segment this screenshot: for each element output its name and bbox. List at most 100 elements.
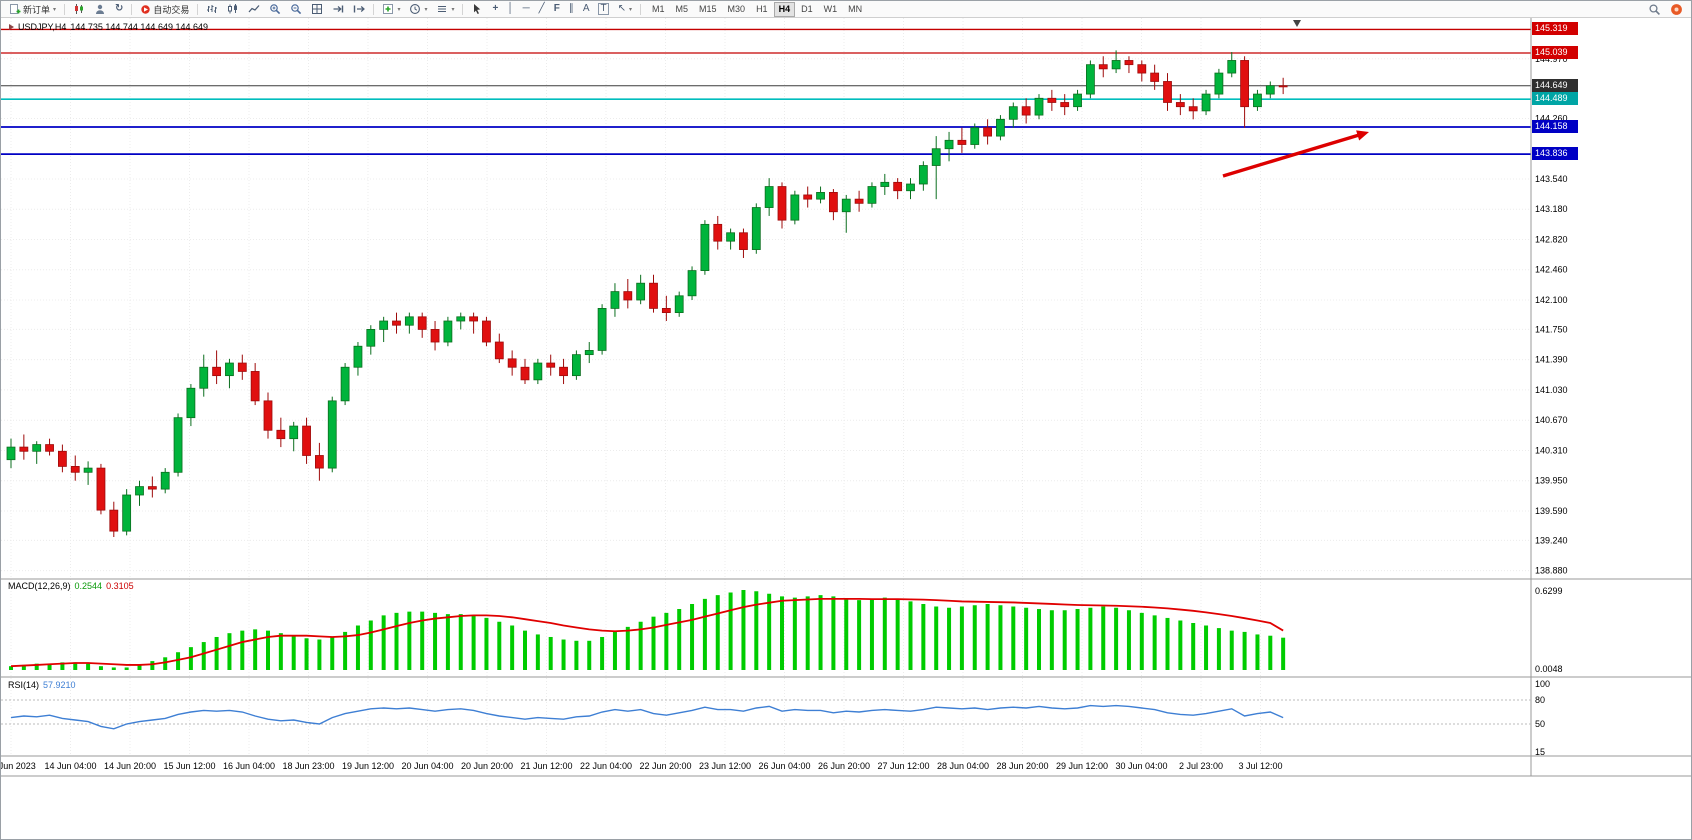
candle-body	[880, 181, 890, 187]
candle-body	[726, 232, 735, 242]
vertical-line-button[interactable]: │	[503, 1, 517, 17]
candle-body	[276, 429, 286, 440]
candle-body	[533, 362, 543, 381]
text-label-button[interactable]: T	[594, 1, 612, 17]
chart-title-marker-icon	[9, 24, 14, 30]
crosshair-button[interactable]: +	[488, 1, 502, 17]
price-axis-label: 139.950	[1535, 476, 1568, 486]
price-axis-label: 140.310	[1535, 445, 1568, 455]
time-axis-label: 18 Jun 23:00	[282, 761, 334, 771]
caret-down-icon: ▾	[397, 6, 401, 13]
candle-body	[366, 329, 376, 347]
add-indicator-icon	[382, 3, 394, 15]
main-toolbar: 新订单 ▾ ↻ 自动交易	[1, 1, 1691, 18]
chart-shift-marker-icon[interactable]	[1293, 20, 1301, 27]
timeframe-m1-button[interactable]: M1	[652, 3, 665, 14]
timeframe-w1-button[interactable]: W1	[823, 3, 838, 14]
candle-body	[983, 127, 992, 137]
cursor-button[interactable]	[467, 1, 487, 17]
zoom-out-button[interactable]	[286, 1, 306, 17]
candle-body	[764, 186, 774, 208]
new-order-button[interactable]: 新订单 ▾	[5, 1, 60, 17]
candle-body	[494, 341, 504, 360]
candle-body	[469, 316, 479, 322]
refresh-icon: ↻	[115, 3, 124, 14]
candle-body	[816, 192, 825, 200]
candle-body	[957, 139, 967, 145]
toolbar-separator	[640, 3, 641, 15]
candle-body	[1124, 60, 1134, 66]
candle-body	[250, 371, 260, 402]
line-chart-button[interactable]	[244, 1, 264, 17]
tile-windows-button[interactable]	[307, 1, 327, 17]
candle-body	[314, 455, 324, 469]
time-axis-label: 16 Jun 04:00	[223, 761, 275, 771]
notification-button[interactable]	[1666, 1, 1687, 17]
search-button[interactable]	[1644, 1, 1665, 17]
candle-body	[970, 127, 980, 145]
candle-body	[906, 183, 915, 192]
chart-shift-button[interactable]	[349, 1, 369, 17]
timeframe-group: M1 M5 M15 M30 H1 H4 D1 W1 MN	[647, 1, 867, 17]
refresh-button[interactable]: ↻	[111, 1, 127, 17]
time-axis-label: 14 Jun 04:00	[44, 761, 96, 771]
macd-signal-line	[10, 597, 1284, 668]
annotation-arrow[interactable]	[1222, 132, 1364, 178]
zoom-in-button[interactable]	[265, 1, 285, 17]
timeframe-m15-button[interactable]: M15	[699, 3, 717, 14]
fibonacci-button[interactable]: F	[550, 1, 564, 17]
candle-body	[572, 354, 581, 377]
horizontal-line-button[interactable]: ─	[519, 1, 534, 17]
macd-min-label: 0.0048	[1535, 664, 1563, 674]
time-axis-label: 26 Jun 20:00	[818, 761, 870, 771]
auto-scroll-button[interactable]	[328, 1, 348, 17]
text-button[interactable]: A	[579, 1, 594, 17]
timeframe-h4-button[interactable]: H4	[773, 1, 796, 17]
candlestick-chart-button[interactable]	[223, 1, 243, 17]
bar-chart-button[interactable]	[202, 1, 222, 17]
candle-body	[1111, 60, 1121, 70]
candle-body	[1008, 106, 1018, 120]
timeframe-m30-button[interactable]: M30	[727, 3, 746, 14]
period-clock-button[interactable]: ▾	[405, 1, 431, 17]
add-indicator-button[interactable]: ▾	[378, 1, 404, 17]
macd-indicator-label: MACD(12,26,9) 0.2544 0.3105	[8, 581, 134, 591]
tile-windows-icon	[311, 3, 323, 15]
candle-body	[649, 282, 658, 309]
chart-window-button[interactable]	[69, 1, 89, 17]
candle-body	[520, 366, 530, 381]
profile-icon	[94, 3, 106, 15]
time-axis-label: 28 Jun 04:00	[937, 761, 989, 771]
profile-button[interactable]	[90, 1, 110, 17]
time-axis-label: 15 Jun 12:00	[163, 761, 215, 771]
candle-body	[918, 165, 928, 185]
chart-canvas[interactable]: 13 Jun 2023 14 Jun 04:00 14 Jun 20:00 15 Ju…	[1, 18, 1692, 778]
timeframe-h1-button[interactable]: H1	[756, 3, 768, 14]
toolbar-separator	[462, 3, 464, 15]
price-axis-label: 139.240	[1535, 535, 1568, 545]
time-axis-label: 2 Jul 23:00	[1179, 761, 1223, 771]
candle-body	[1098, 64, 1108, 70]
timeframe-m5-button[interactable]: M5	[675, 3, 689, 14]
objects-list-button[interactable]: ▾	[432, 1, 458, 17]
trendline-button[interactable]: ╱	[535, 1, 549, 17]
timeframe-mn-button[interactable]: MN	[848, 3, 863, 14]
candle-body	[58, 450, 67, 467]
candle-body	[841, 198, 851, 213]
candle-body	[867, 186, 877, 204]
candle-body	[417, 316, 427, 330]
candle-body	[404, 316, 414, 326]
autotrading-button[interactable]: 自动交易	[136, 1, 193, 17]
channel-button[interactable]: ∥	[565, 1, 578, 17]
candle-body	[1073, 93, 1082, 108]
time-axis-label: 20 Jun 20:00	[461, 761, 513, 771]
candlestick-chart-icon	[227, 3, 239, 15]
candle-body	[430, 329, 440, 343]
candle-body	[623, 291, 633, 301]
candle-body	[1021, 106, 1031, 116]
price-axis-label: 141.750	[1535, 324, 1568, 334]
candle-body	[584, 350, 594, 356]
timeframe-d1-button[interactable]: D1	[801, 3, 813, 14]
time-axis-label: 21 Jun 12:00	[520, 761, 572, 771]
arrows-button[interactable]: ↖ ▾	[614, 1, 636, 17]
